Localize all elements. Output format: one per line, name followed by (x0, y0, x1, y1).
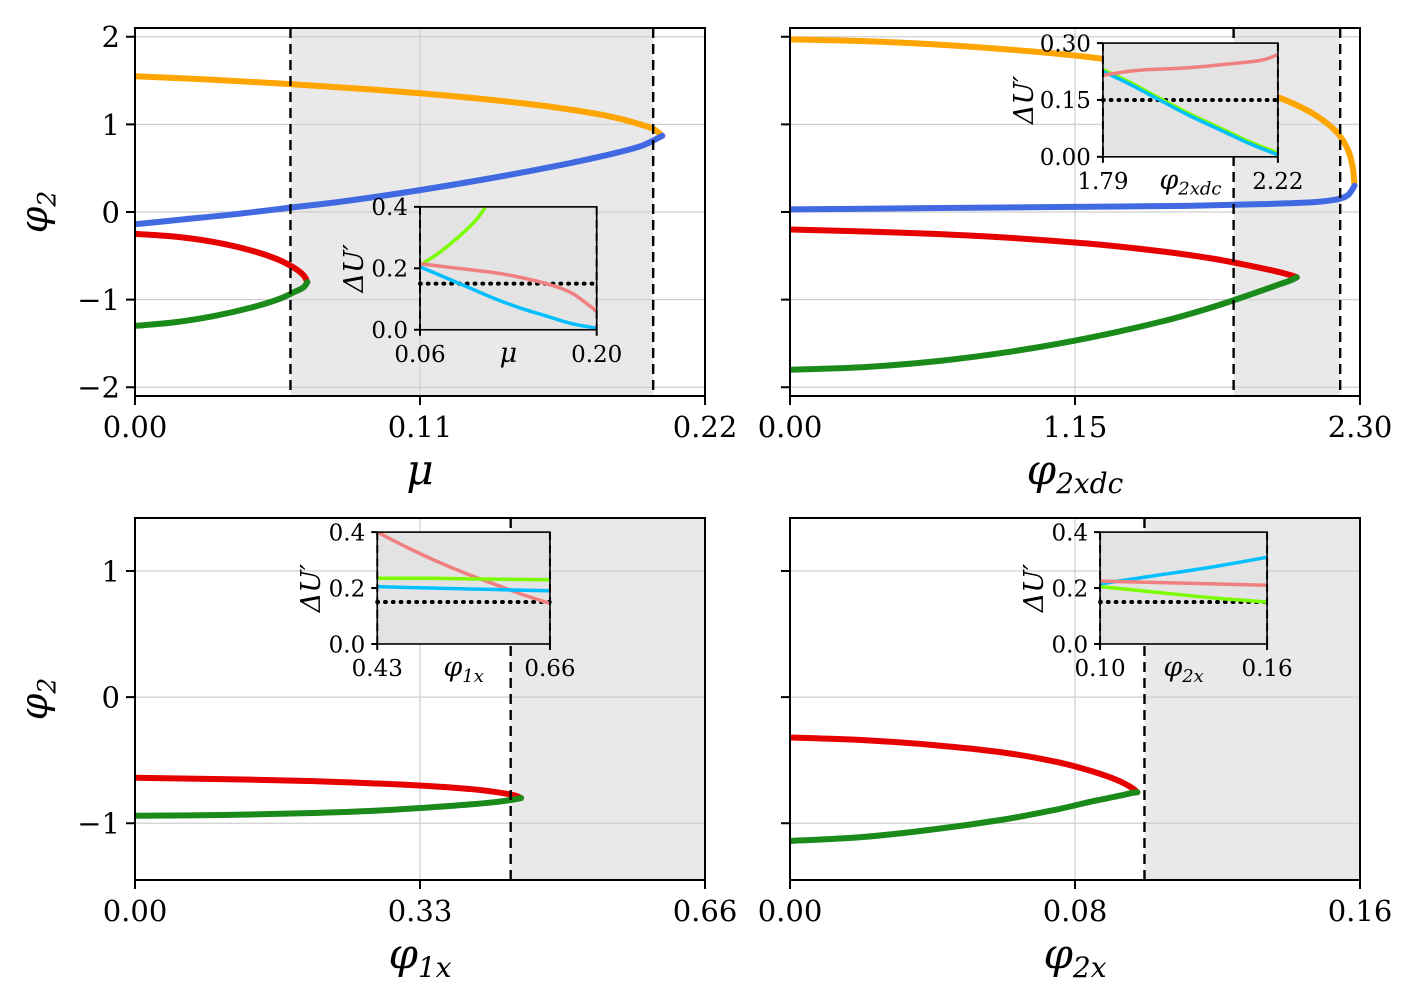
panel-phi1x-ytick-label: −1 (77, 807, 120, 841)
panel-phi1x-vs-phi2: 0.00 0.33 0.66 −1 0 1 φ1x φ2 0.43 0.66 0.0 0.2 0.4 φ1… (0, 500, 740, 1008)
panel-phi2xdc-vs-phi2: 0.00 1.15 2.30 φ2xdc 1.79 2.22 0.00 0.15 0.30 φ2x… (740, 0, 1412, 500)
panel-phi2x-inset-ytick-label: 0.2 (1052, 576, 1089, 602)
panel-phi1x-inset-xtick-label: 0.43 (352, 656, 403, 682)
panel-mu-inset-ytick-label: 0.4 (371, 195, 408, 221)
panel-phi1x-inset-xlabel: φ1x (443, 652, 484, 687)
panel-phi1x-series-lower-branch-red (135, 774, 524, 801)
panel-phi2xdc-xtick-label: 0.00 (758, 410, 823, 444)
panel-phi2x-xtick-label: 0.08 (1043, 894, 1108, 928)
panel-phi1x-ytick-label: 1 (102, 554, 120, 588)
panel-phi2xdc-inset-xtick-label: 1.79 (1077, 169, 1128, 195)
panel-phi2x-inset-xtick-label: 0.16 (1241, 656, 1292, 682)
panel-mu-inset-ytick-label: 0.0 (371, 318, 408, 344)
panel-mu-inset-series-barrier-cyan (420, 265, 597, 330)
panel-phi2x-inset-ytick-label: 0.0 (1052, 632, 1089, 658)
panel-phi1x-inset-ylabel: ΔU′ (296, 564, 327, 613)
panel-phi1x-series-lower-branch-green (135, 795, 524, 819)
panel-phi1x-xlabel: φ1x (388, 929, 451, 984)
panel-phi2x-inset-series-barrier-pink (1100, 579, 1268, 588)
panel-phi2xdc-series-lower-branch-red (790, 226, 1300, 281)
panel-phi2xdc-inset-ytick-label: 0.00 (1040, 145, 1091, 171)
panel-mu-xlabel: μ (406, 445, 433, 494)
panel-mu-ytick-label: 2 (102, 20, 120, 54)
panel-phi1x-xtick-label: 0.33 (388, 894, 453, 928)
panel-phi2xdc-inset-ylabel: ΔU′ (1009, 76, 1040, 125)
panel-mu-ytick-label: −2 (77, 371, 120, 405)
panel-mu-inset-xtick-label: 0.06 (394, 342, 445, 368)
panel-mu-ytick-label: 1 (102, 108, 120, 142)
panel-phi1x-ylabel: φ2 (12, 678, 61, 721)
panel-phi2x-inset-ytick-label: 0.4 (1052, 520, 1089, 546)
panel-mu-inset-xlabel: μ (500, 338, 518, 369)
panel-phi2xdc-series-lower-branch-green (790, 274, 1300, 373)
panel-phi1x-inset-series-barrier-pink (377, 532, 550, 606)
panel-phi2x-inset-ylabel: ΔU′ (1019, 564, 1050, 613)
panel-phi2xdc-inset-ytick-label: 0.30 (1040, 31, 1091, 57)
panel-phi2xdc-inset-series-barrier-cyan (1102, 69, 1278, 157)
panel-phi1x-inset-ytick-label: 0.2 (329, 576, 366, 602)
panel-mu-series-upper-branch-orange (135, 73, 666, 139)
panel-phi1x-inset-ytick-label: 0.0 (329, 632, 366, 658)
panel-mu-ytick-label: −1 (77, 283, 120, 317)
panel-phi2x-xlabel: φ2x (1043, 929, 1106, 984)
panel-phi2xdc-xtick-label: 2.30 (1328, 410, 1393, 444)
panel-phi2x-inset-xtick-label: 0.10 (1074, 656, 1125, 682)
panel-phi2x-xtick-label: 0.00 (758, 894, 823, 928)
panel-phi2xdc-inset-xtick-label: 2.22 (1252, 169, 1303, 195)
panel-phi1x-inset-xtick-label: 0.66 (524, 656, 575, 682)
panel-phi2x-series-lower-branch-green (790, 789, 1141, 844)
panel-phi2xdc-xlabel: φ2xdc (1027, 445, 1124, 500)
panel-phi1x-ytick-label: 0 (102, 681, 120, 715)
panel-mu-vs-phi2: 0.00 0.11 0.22 −2 −1 0 1 2 μ φ2 0.06 0.20 0.0 0.2 0.4 μ… (0, 0, 740, 500)
panel-mu-xtick-label: 0.22 (673, 410, 738, 444)
panel-phi2x-xtick-label: 0.16 (1328, 894, 1393, 928)
panel-phi2xdc-inset-xlabel: φ2xdc (1159, 165, 1221, 200)
panel-phi1x-xtick-label: 0.66 (673, 894, 738, 928)
panel-phi2x-vs-phi2: 0.00 0.08 0.16 φ2x 0.10 0.16 0.0 0.2 0.4 φ2x ΔU′ (740, 500, 1412, 1008)
panel-mu-series-middle-branch-blue (135, 132, 666, 228)
panel-phi2x-inset-series-barrier-lime (1100, 584, 1268, 604)
panel-phi1x-inset-series-barrier-cyan (377, 584, 550, 593)
panel-mu-series-lower-branch-red (135, 230, 311, 286)
panel-phi1x-inset-ytick-label: 0.4 (329, 520, 366, 546)
panel-mu-inset-series-barrier-pink (420, 261, 597, 314)
panel-phi1x-xtick-label: 0.00 (103, 894, 168, 928)
panel-mu-inset-ylabel: ΔU′ (339, 244, 370, 293)
panel-phi2x-series-lower-branch-red (790, 734, 1141, 796)
panel-mu-ytick-label: 0 (102, 195, 120, 229)
panel-phi2xdc-inset-series-barrier-pink (1102, 52, 1278, 78)
panel-mu-xtick-label: 0.00 (103, 410, 168, 444)
panel-phi2x-inset-xlabel: φ2x (1163, 652, 1204, 687)
panel-phi1x-inset-series-barrier-lime (377, 576, 550, 582)
panel-phi2xdc-inset-ytick-label: 0.15 (1040, 88, 1091, 114)
panel-mu-ylabel: φ2 (12, 191, 61, 234)
panel-mu-inset-series-barrier-lime (420, 206, 488, 267)
panel-mu-inset-ytick-label: 0.2 (371, 257, 408, 283)
panel-mu-series-lower-branch-green (135, 279, 311, 329)
panel-mu-inset-xtick-label: 0.20 (571, 342, 622, 368)
panel-phi2xdc-series-middle-branch-blue (790, 182, 1358, 213)
panel-mu-xtick-label: 0.11 (388, 410, 453, 444)
panel-phi2xdc-xtick-label: 1.15 (1043, 410, 1108, 444)
